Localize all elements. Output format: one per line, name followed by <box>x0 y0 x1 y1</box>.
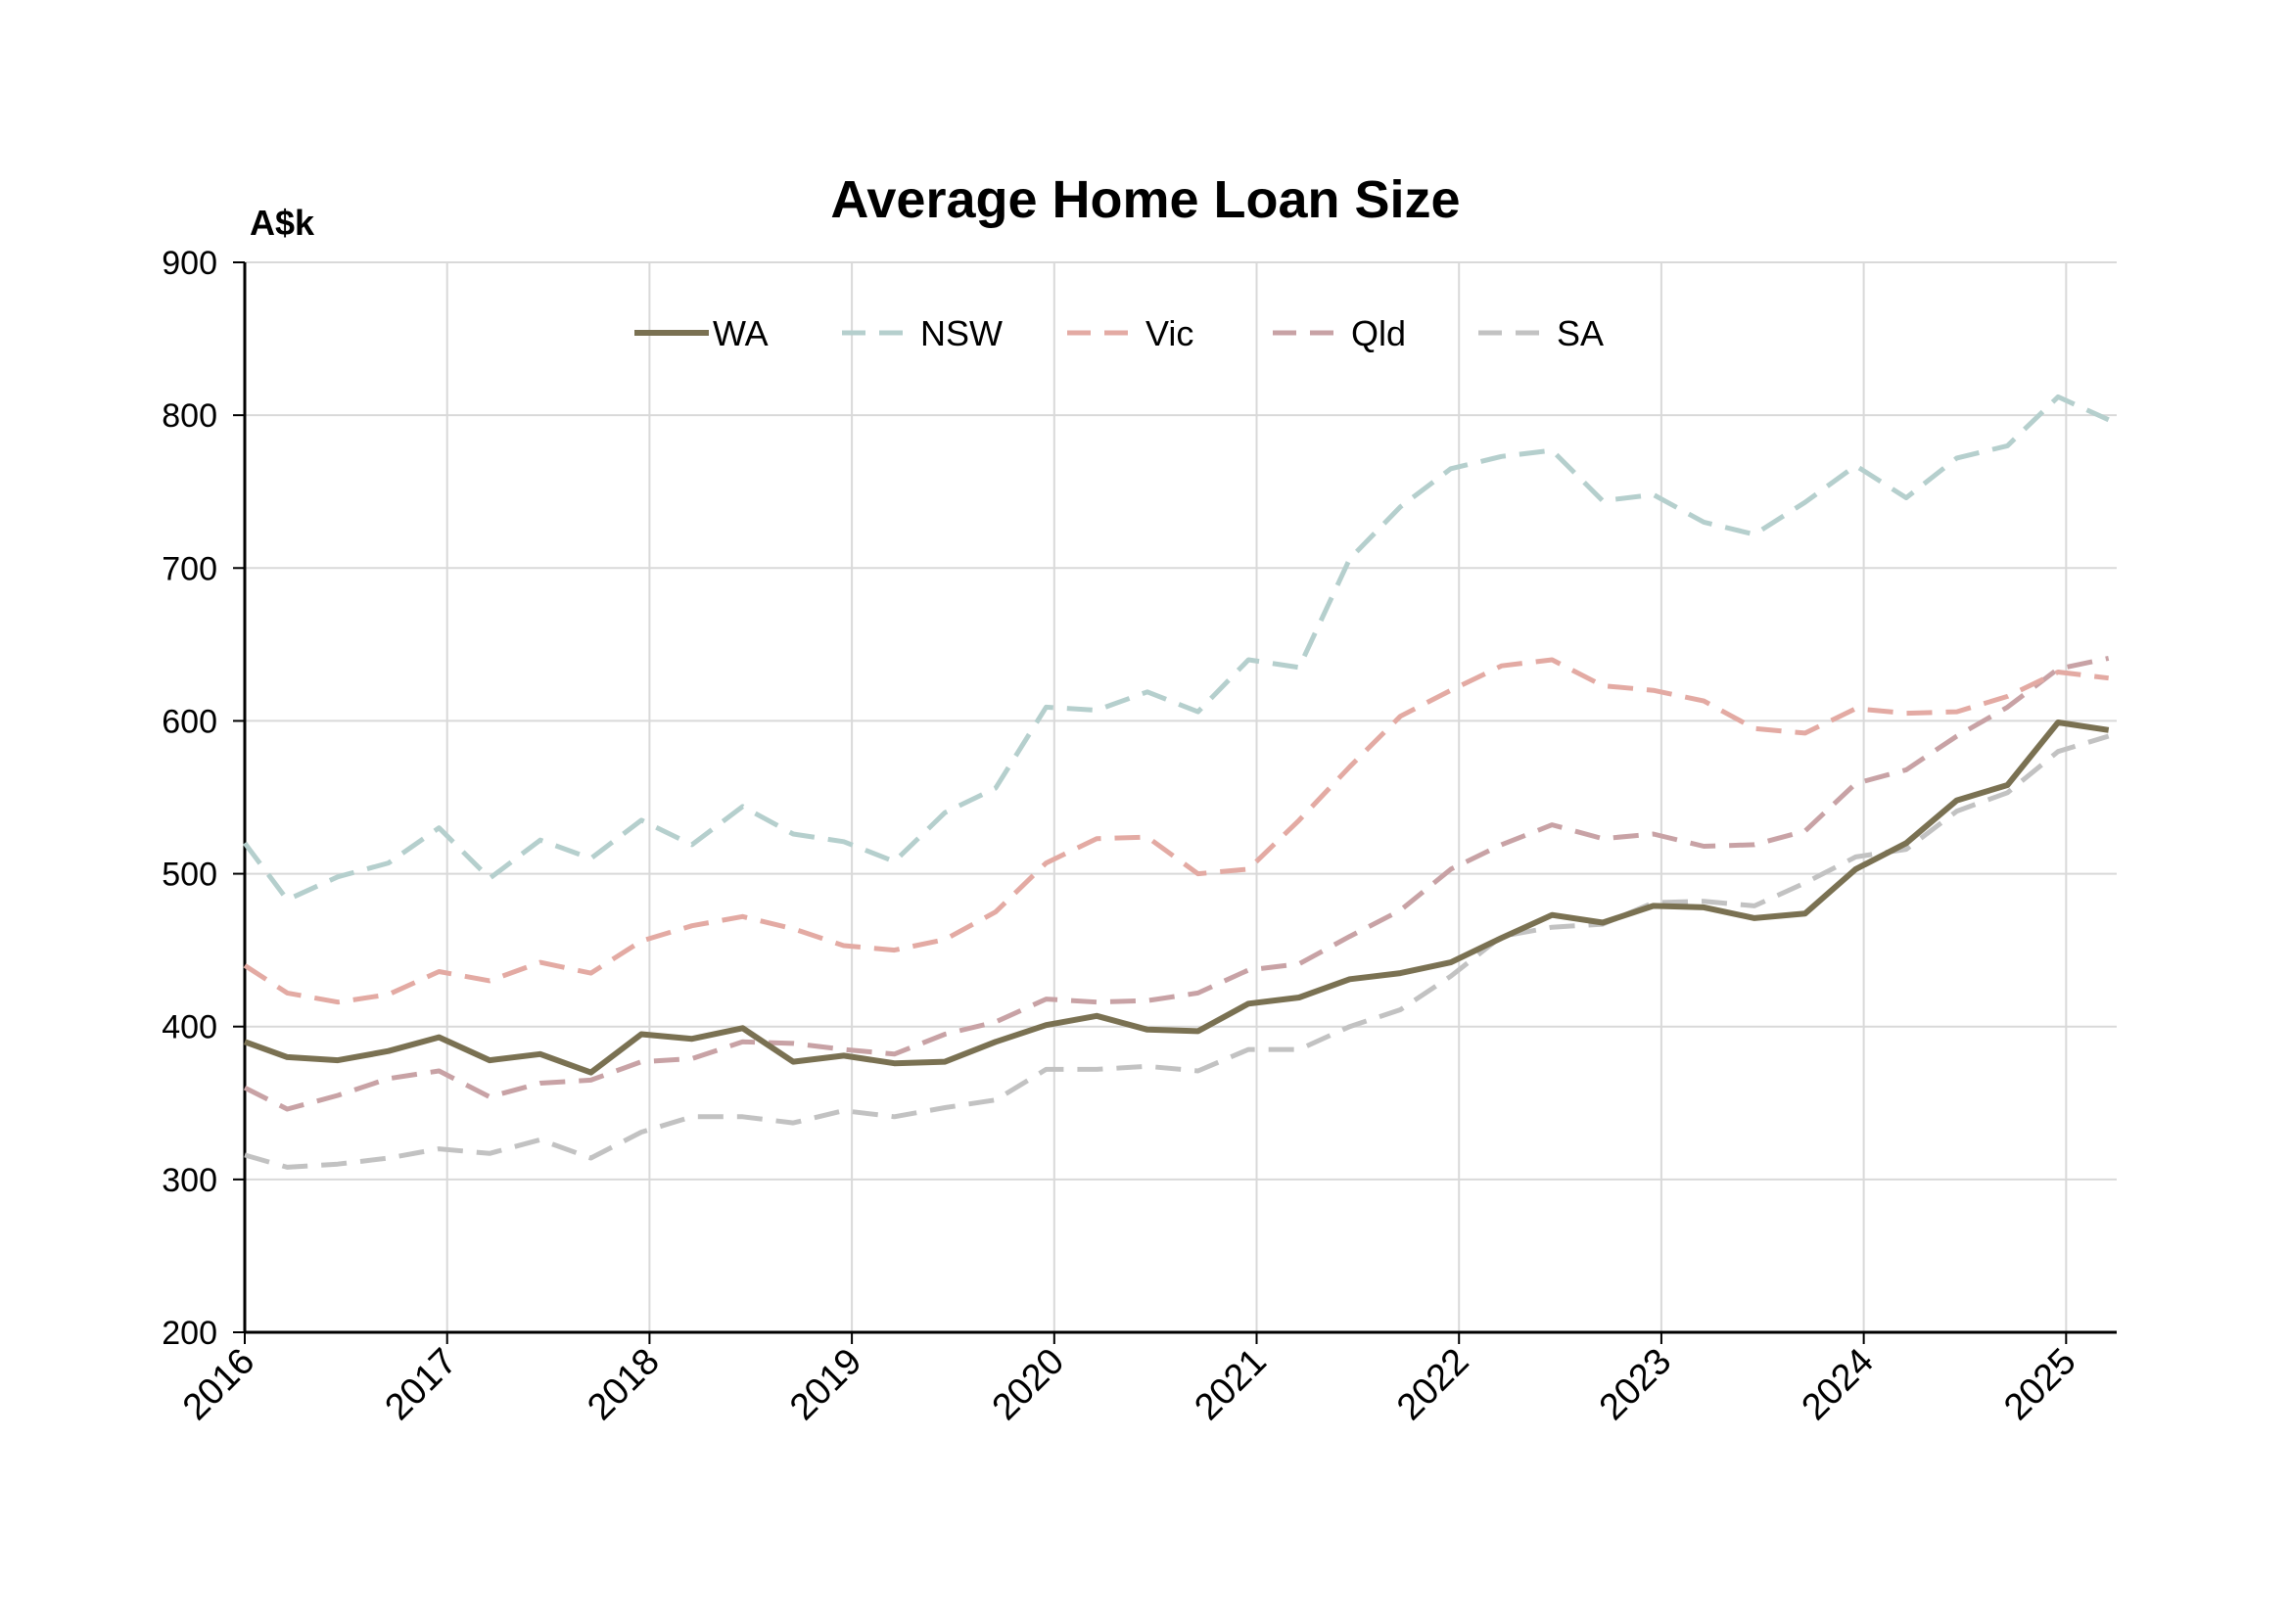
y-tick-label-900: 900 <box>162 245 217 282</box>
y-tick-label-500: 500 <box>162 857 217 894</box>
series-line-nsw <box>243 394 2110 903</box>
x-tick-label-2023: 2023 <box>1592 1341 1679 1428</box>
y-tick-label-400: 400 <box>162 1009 217 1046</box>
x-tick-label-2025: 2025 <box>1996 1341 2083 1428</box>
chart-title: Average Home Loan Size <box>830 170 1460 229</box>
series-line-qld <box>243 655 2110 1112</box>
legend-label-nsw: NSW <box>920 313 1003 353</box>
y-tick-label-200: 200 <box>162 1315 217 1352</box>
series-line-wa <box>243 719 2110 1076</box>
gridlines <box>245 261 2117 1332</box>
y-tick-label-300: 300 <box>162 1162 217 1199</box>
x-tick-label-2021: 2021 <box>1187 1341 1274 1428</box>
x-tick-label-2016: 2016 <box>175 1341 262 1428</box>
x-tick-label-2019: 2019 <box>782 1341 869 1428</box>
legend: WA NSW Vic Qld SA <box>634 313 1604 353</box>
x-tick-label-2022: 2022 <box>1389 1341 1476 1428</box>
y-tick-label-600: 600 <box>162 703 217 740</box>
y-axis-ticks: 200 300 400 500 600 700 800 900 <box>162 245 245 1352</box>
legend-label-vic: Vic <box>1145 313 1193 353</box>
y-tick-label-800: 800 <box>162 397 217 435</box>
x-tick-label-2024: 2024 <box>1795 1341 1882 1428</box>
x-axis-ticks: 2016 2017 2018 2019 2020 2021 2022 2023 2024 2025 <box>175 1332 2084 1428</box>
series-line-vic <box>243 657 2109 1005</box>
legend-label-qld: Qld <box>1351 313 1406 353</box>
x-tick-label-2017: 2017 <box>378 1341 465 1428</box>
series-lines <box>243 394 2110 1170</box>
y-tick-label-700: 700 <box>162 550 217 587</box>
series-line-sa <box>244 733 2110 1170</box>
axes <box>243 262 2117 1334</box>
legend-label-wa: WA <box>713 313 769 353</box>
x-tick-label-2020: 2020 <box>985 1341 1072 1428</box>
y-axis-unit-label: A$k <box>250 203 315 243</box>
legend-label-sa: SA <box>1557 313 1604 353</box>
x-tick-label-2018: 2018 <box>580 1341 667 1428</box>
